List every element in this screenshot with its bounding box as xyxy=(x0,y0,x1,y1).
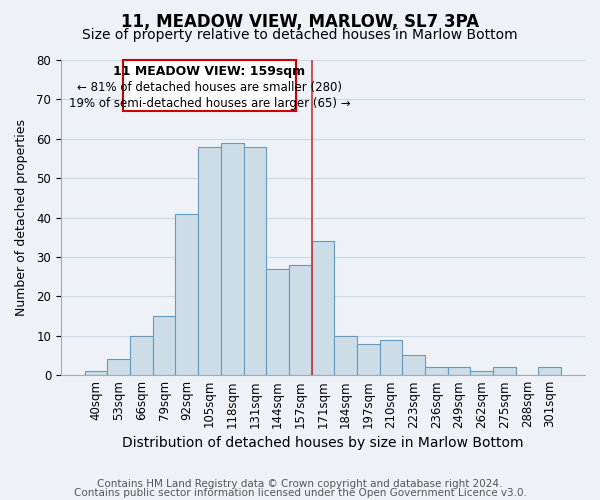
Bar xyxy=(311,241,334,375)
Text: 11, MEADOW VIEW, MARLOW, SL7 3PA: 11, MEADOW VIEW, MARLOW, SL7 3PA xyxy=(121,12,479,30)
Text: 11 MEADOW VIEW: 159sqm: 11 MEADOW VIEW: 159sqm xyxy=(113,66,305,78)
Bar xyxy=(85,371,107,375)
Bar xyxy=(175,214,198,375)
Bar xyxy=(448,368,470,375)
Text: Size of property relative to detached houses in Marlow Bottom: Size of property relative to detached ho… xyxy=(82,28,518,42)
Text: Contains HM Land Registry data © Crown copyright and database right 2024.: Contains HM Land Registry data © Crown c… xyxy=(97,479,503,489)
Bar xyxy=(425,368,448,375)
Bar xyxy=(107,360,130,375)
FancyBboxPatch shape xyxy=(124,60,296,111)
Y-axis label: Number of detached properties: Number of detached properties xyxy=(15,119,28,316)
Bar xyxy=(266,269,289,375)
Bar xyxy=(470,371,493,375)
Bar xyxy=(221,142,244,375)
Bar xyxy=(130,336,153,375)
X-axis label: Distribution of detached houses by size in Marlow Bottom: Distribution of detached houses by size … xyxy=(122,436,524,450)
Bar xyxy=(289,265,311,375)
Text: ← 81% of detached houses are smaller (280): ← 81% of detached houses are smaller (28… xyxy=(77,81,342,94)
Bar xyxy=(334,336,357,375)
Bar xyxy=(244,146,266,375)
Bar xyxy=(357,344,380,375)
Bar xyxy=(380,340,403,375)
Bar xyxy=(493,368,516,375)
Bar xyxy=(538,368,561,375)
Text: 19% of semi-detached houses are larger (65) →: 19% of semi-detached houses are larger (… xyxy=(69,97,350,110)
Bar xyxy=(153,316,175,375)
Bar xyxy=(198,146,221,375)
Bar xyxy=(403,356,425,375)
Text: Contains public sector information licensed under the Open Government Licence v3: Contains public sector information licen… xyxy=(74,488,526,498)
